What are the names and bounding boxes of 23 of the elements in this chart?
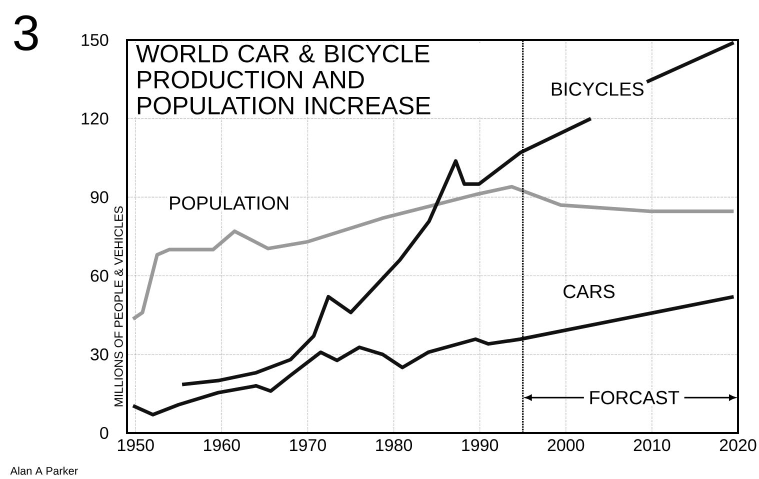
y-axis-title: MILLIONS OF PEOPLE & VEHICLES [114, 206, 123, 406]
y-tick-label: 90 [90, 191, 108, 204]
x-tick-label: 1950 [118, 439, 154, 452]
x-tick-label: 2020 [720, 439, 756, 452]
x-tick-label: 1970 [290, 439, 326, 452]
x-tick-label: 2000 [548, 439, 584, 452]
text: WORLD CAR & BICYCLE PRODUCTION AND POPULATION INCREASE [136, 44, 430, 114]
x-tick-label: 2010 [634, 439, 670, 452]
annotation: FORCAST [590, 390, 680, 404]
text: Alan A Parker [10, 466, 78, 475]
line-series [131, 184, 736, 321]
y-tick-label: 60 [90, 270, 108, 282]
text: 3 [14, 15, 38, 51]
y-tick-label: 0 [100, 426, 108, 440]
series-label: CARS [564, 284, 615, 298]
x-tick-label: 1960 [204, 439, 240, 452]
x-tick-label: 1980 [376, 439, 412, 452]
y-tick-label: 30 [90, 348, 108, 360]
y-tick-label: 150 [82, 34, 108, 46]
series-label: POPULATION [170, 196, 288, 210]
y-tick-label: 120 [82, 112, 108, 125]
series-label: BICYCLES [552, 82, 644, 96]
x-tick-label: 1990 [462, 439, 498, 452]
